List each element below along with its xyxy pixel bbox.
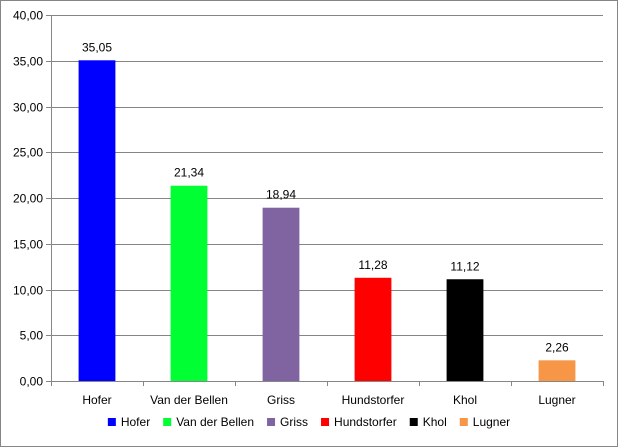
legend-label: Lugner [473,415,510,429]
category-label: Griss [267,393,295,407]
bar-van-der-bellen [170,185,208,381]
bar-khol [446,279,484,381]
category-label: Lugner [538,393,575,407]
legend-swatch [321,418,330,426]
axes [46,15,604,386]
category-label: Hofer [82,393,111,407]
legend: Hofer Van der Bellen Griss Hundstorfer Khol L… [107,415,510,429]
bar-lugner [538,360,576,381]
y-tick-label: 30,00 [13,101,43,115]
bar-griss [262,207,300,381]
bars [78,60,576,381]
bar-hofer [78,60,116,381]
legend-swatch [163,418,172,426]
data-label: 11,12 [450,259,479,273]
legend-label: Hofer [121,415,150,429]
legend-item: Hofer [107,415,150,429]
gridlines [51,15,603,336]
y-tick-label: 15,00 [13,238,43,252]
y-tick-label: 40,00 [13,9,43,23]
legend-swatch [459,418,468,426]
legend-item: Lugner [459,415,510,429]
data-label: 18,94 [266,188,296,202]
legend-label: Khol [423,415,447,429]
category-label: Van der Bellen [150,393,228,407]
category-label: Hundstorfer [342,393,405,407]
legend-label: Van der Bellen [176,415,254,429]
labels: 0,00 5,00 10,00 15,00 20,00 25,00 30,00 35,00 40… [13,9,576,408]
y-tick-label: 0,00 [20,375,44,389]
bar-hundstorfer [354,277,392,381]
y-tick-label: 10,00 [13,284,43,298]
data-label: 35,05 [82,40,112,54]
category-label: Khol [453,393,477,407]
legend-swatch [409,418,418,426]
legend-label: Griss [280,415,308,429]
data-label: 11,28 [358,258,387,272]
y-tick-label: 20,00 [13,192,43,206]
y-tick-label: 35,00 [13,55,43,69]
y-tick-label: 25,00 [13,146,43,160]
legend-item: Hundstorfer [321,415,397,429]
data-label: 2,26 [545,340,569,354]
legend-label: Hundstorfer [334,415,397,429]
legend-item: Khol [409,415,447,429]
legend-swatch [107,418,116,426]
y-tick-label: 5,00 [20,329,44,343]
data-label: 21,34 [174,166,204,180]
legend-swatch [267,418,276,426]
legend-item: Van der Bellen [163,415,254,429]
legend-item: Griss [267,415,308,429]
